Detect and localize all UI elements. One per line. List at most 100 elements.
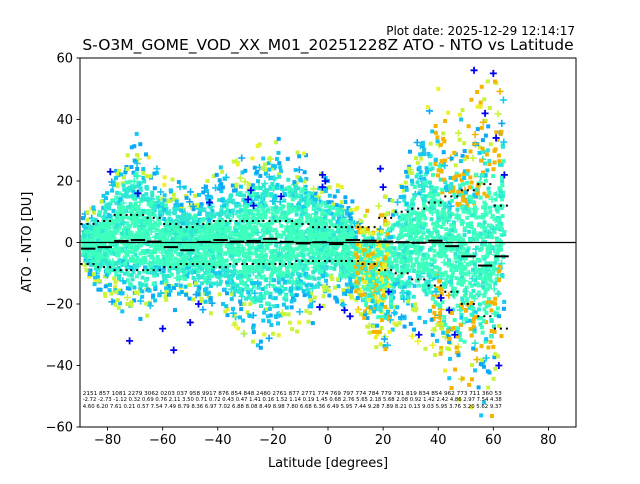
data-point [261,207,266,212]
data-point [350,266,355,271]
data-point [391,295,396,300]
data-point [129,145,134,150]
data-point [416,262,421,267]
data-point [189,269,194,274]
data-point [385,262,390,267]
data-point [481,149,486,154]
data-point [271,212,276,217]
data-point [200,267,205,272]
data-point [185,229,190,234]
data-point [233,251,238,256]
data-point [472,227,477,232]
data-point [379,250,384,255]
data-point [464,190,468,195]
data-point [289,299,294,304]
data-point [442,204,447,209]
data-point [452,264,457,269]
data-point [214,234,219,239]
data-point [246,186,251,191]
data-point [202,207,207,212]
data-point [311,241,316,246]
data-point [144,192,149,197]
data-point [268,291,273,296]
data-point [244,296,249,301]
data-point [173,256,178,261]
data-point [87,223,92,228]
data-point [276,249,284,257]
data-point [375,248,380,253]
data-point [429,205,434,210]
data-point [444,188,449,193]
data-point [441,330,446,335]
data-point [457,192,462,197]
data-point [313,233,317,238]
data-point [404,218,409,223]
data-point [405,213,410,218]
data-point [302,237,307,242]
data-point [208,298,213,303]
data-point [193,193,198,198]
data-point [207,230,212,235]
data-point [421,268,426,273]
data-point [115,171,120,176]
data-point [280,211,285,216]
data-point [428,141,433,146]
data-point [432,248,437,253]
data-point [154,170,159,175]
data-point [204,292,209,296]
data-point [221,210,229,218]
data-point [167,274,172,279]
data-point [329,221,333,226]
data-point [490,213,495,218]
data-point [239,292,244,297]
data-point [88,268,93,273]
data-point [144,152,148,157]
data-point [285,268,290,273]
data-point [461,300,465,305]
data-point [245,234,249,239]
data-point [236,244,241,249]
data-point [446,211,451,216]
data-point [242,251,247,256]
data-point [467,305,472,310]
data-point [261,233,266,237]
data-point [182,257,187,262]
data-point [365,322,373,330]
data-point [235,209,240,214]
data-point [482,200,487,205]
data-point [87,233,92,238]
data-point [278,289,283,294]
data-point [384,286,389,291]
data-point [336,284,341,289]
data-point [243,228,248,233]
data-point [327,208,332,213]
data-point [136,180,141,185]
data-point [165,253,170,258]
data-point [494,290,502,298]
data-point [500,175,504,180]
data-point [124,180,129,185]
data-point [482,300,487,305]
data-point [405,291,410,296]
data-point [131,170,136,175]
data-point [406,204,411,209]
data-point [117,200,122,205]
data-point [417,183,422,188]
data-point [129,303,134,308]
data-point [368,305,373,310]
data-point [390,198,395,203]
data-point [441,284,446,289]
data-point [242,232,247,237]
data-point [488,300,493,305]
data-point [162,182,167,187]
data-point [472,192,477,197]
data-point [460,296,465,301]
data-point [464,285,469,290]
data-point [324,285,329,290]
data-point [166,242,171,247]
data-point [499,129,504,134]
data-point [458,112,462,117]
data-point [415,251,422,259]
data-point [491,344,496,349]
data-point [115,227,120,232]
